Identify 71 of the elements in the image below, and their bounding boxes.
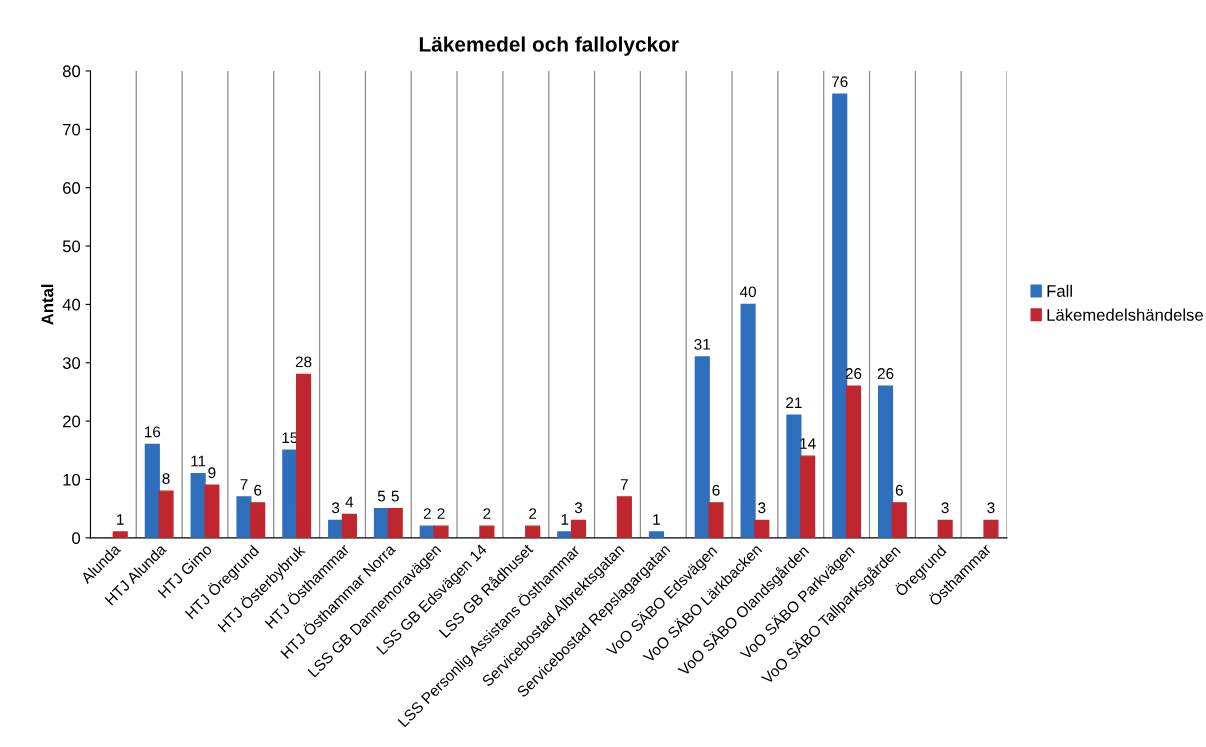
data-label: 3 [987,502,995,514]
bar [112,531,128,538]
data-label: 1 [561,514,569,525]
y-tick-label: 10 [63,473,81,486]
y-tick-label: 20 [63,415,81,428]
bar [144,443,160,538]
data-label: 26 [877,368,894,379]
y-tick-label: 70 [63,123,81,136]
data-label: 1 [653,514,660,525]
bar [708,502,724,538]
bar [891,502,907,538]
data-label: 16 [144,426,161,438]
data-label: 31 [694,338,711,350]
data-label: 2 [437,508,445,519]
data-label: 3 [941,502,949,514]
data-label: 3 [331,502,340,514]
bar [433,525,449,538]
data-label: 21 [786,397,802,408]
bar [694,356,710,538]
bar [158,490,174,538]
data-label: 2 [423,508,431,519]
legend-label: Läkemedelshändelse [1047,308,1203,321]
bar [341,513,357,538]
y-tick-label: 30 [62,357,81,369]
data-label: 3 [758,502,766,514]
bar [525,525,541,538]
data-label: 6 [712,484,720,496]
data-label: 40 [739,286,756,298]
bar [616,496,632,538]
bar [740,303,756,538]
bar [983,519,999,538]
y-tick-label: 80 [62,65,81,78]
y-tick-label: 50 [62,240,81,253]
data-label: 11 [191,455,206,467]
data-label: 76 [832,76,848,88]
chart-title: Läkemedel och fallolyckor [419,36,679,56]
data-label: 7 [620,479,628,490]
bar [648,531,664,538]
data-label: 9 [208,467,216,479]
bar [937,519,953,538]
data-label: 28 [295,356,312,368]
bar [800,455,816,538]
data-label: 6 [895,484,903,496]
bar [373,507,390,538]
bar [295,373,312,538]
data-label: 8 [162,473,170,484]
data-label: 2 [483,508,491,519]
y-axis-title: Antal [41,284,54,325]
bar [282,449,298,538]
data-label: 5 [391,490,399,502]
data-label: 3 [574,502,583,514]
bar [479,525,495,538]
bar [387,507,403,538]
bar [754,519,770,538]
bar [845,385,862,538]
bar [250,502,266,538]
data-label: 4 [345,496,354,508]
bar [877,385,894,538]
data-label: 5 [377,490,386,502]
bar [786,414,802,538]
data-label: 7 [240,479,248,490]
data-label: 1 [117,514,124,525]
bar [204,484,220,538]
data-label: 2 [529,508,537,519]
y-tick-label: 40 [62,298,81,311]
y-tick-label: 0 [72,532,81,545]
legend-label: Fall [1047,284,1072,297]
bar [570,519,587,538]
y-tick-label: 60 [63,182,81,194]
data-label: 6 [254,484,262,496]
bar [236,496,252,538]
